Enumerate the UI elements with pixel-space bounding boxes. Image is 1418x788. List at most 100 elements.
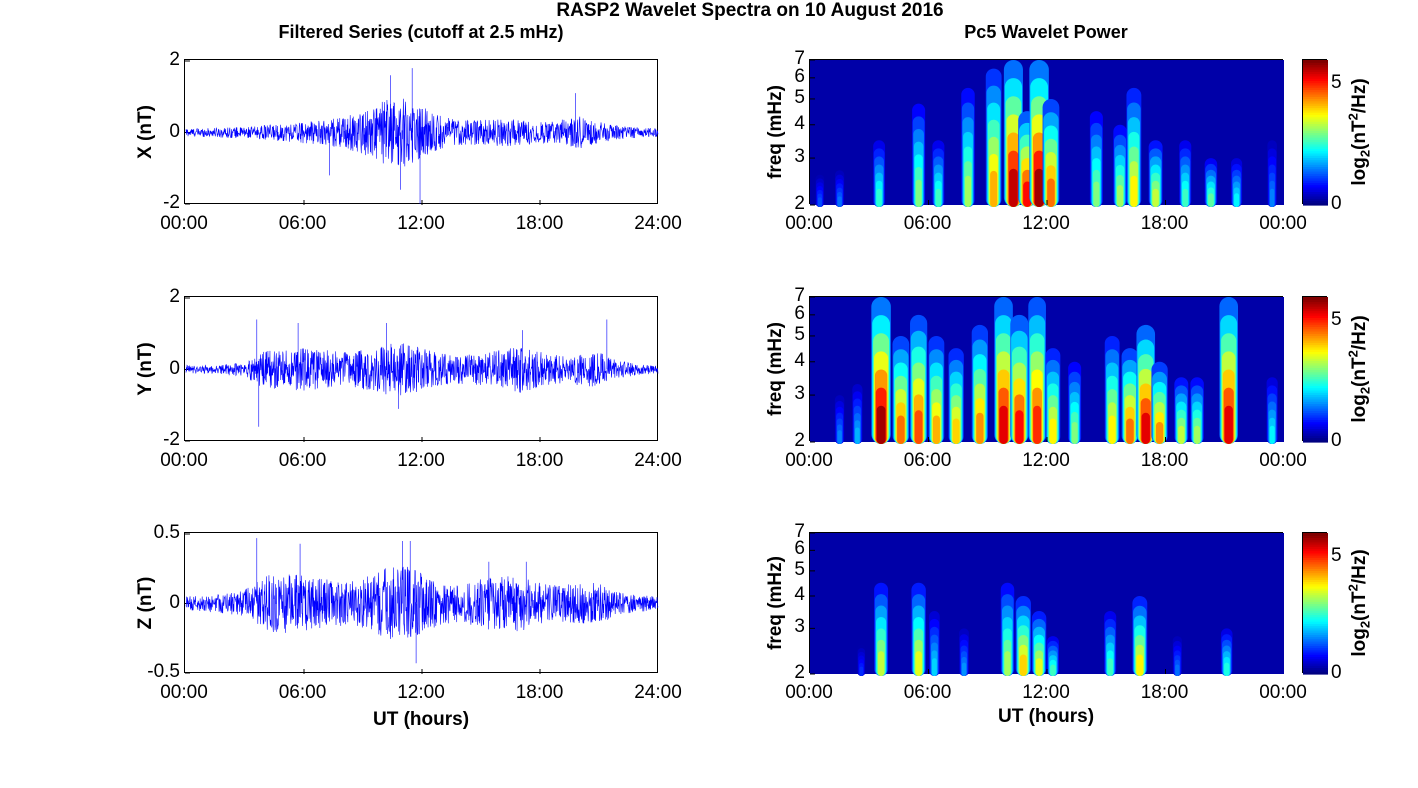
- wavelet-burst: [1045, 348, 1061, 444]
- colorbar-tick-y-0: 0: [1331, 430, 1342, 451]
- freq-tick-z-4: 6: [794, 538, 805, 560]
- right-column-title: Pc5 Wavelet Power: [964, 22, 1128, 42]
- wavelet-burst: [834, 395, 845, 444]
- left-y-xtick-0: 00:00: [160, 450, 208, 471]
- left-x-xtick-2: 12:00: [397, 213, 445, 234]
- wavelet-burst: [1015, 595, 1031, 676]
- series-line-z: [185, 538, 659, 664]
- wavelet-burst: [1010, 314, 1029, 444]
- wavelet-burst: [1136, 324, 1156, 444]
- wavelet-burst: [912, 103, 926, 207]
- right-x-xtick-0: 00:00: [785, 213, 833, 234]
- colorbar-x: [1302, 59, 1328, 206]
- freq-tick-z-2: 4: [794, 583, 805, 605]
- right-x-xtick-2: 12:00: [1022, 213, 1070, 234]
- wavelet-burst: [1104, 335, 1120, 444]
- right-x-xtick-3: 18:00: [1140, 213, 1189, 234]
- wavelet-burst: [857, 644, 866, 676]
- colorbar-label-x: log2(nT2/Hz): [1345, 77, 1373, 186]
- freq-tick-x-4: 6: [794, 65, 805, 87]
- wavelet-heatmap-z: [810, 532, 1284, 676]
- left-x-xtick-3: 18:00: [515, 213, 564, 234]
- colorbar-label-z: log2(nT2/Hz): [1345, 548, 1373, 657]
- left-y-xtick-4: 24:00: [634, 450, 682, 471]
- ytick-label-z-0: 0.5: [153, 522, 180, 543]
- ytick-label-z-2: -0.5: [147, 661, 180, 682]
- freq-label-x: freq (mHz): [765, 84, 786, 179]
- wavelet-burst: [1204, 158, 1218, 207]
- wavelet-burst: [1231, 158, 1243, 207]
- freq-tick-y-4: 6: [794, 302, 805, 324]
- ytick-label-x-2: -2: [163, 192, 180, 213]
- freq-tick-y-3: 5: [794, 323, 805, 345]
- wavelet-burst: [1266, 377, 1278, 444]
- wavelet-heatmap-x: [810, 59, 1284, 207]
- wavelet-burst: [1000, 582, 1015, 676]
- right-z-xtick-1: 06:00: [903, 682, 952, 703]
- timeseries-panel-z: [184, 532, 659, 674]
- wavelet-burst: [1104, 611, 1117, 676]
- wavelet-burst: [911, 582, 926, 676]
- wavelet-burst: [1126, 87, 1142, 207]
- ytick-label-y-0: 2: [169, 286, 180, 307]
- colorbar-tick-z-1: 5: [1331, 544, 1342, 566]
- ylabel-z: Z (nT): [135, 576, 156, 629]
- ylabel-y: Y (nT): [135, 341, 156, 396]
- wavelet-burst: [892, 335, 910, 444]
- left-z-xtick-2: 12:00: [397, 682, 445, 703]
- ytick-label-y-1: 0: [169, 357, 180, 379]
- wavelet-burst: [985, 68, 1002, 207]
- freq-tick-y-5: 7: [794, 285, 805, 306]
- wavelet-burst: [932, 140, 945, 207]
- right-x-xtick-1: 06:00: [903, 213, 952, 234]
- freq-tick-x-0: 2: [794, 193, 805, 214]
- wavelet-panel-x: [809, 59, 1284, 207]
- right-z-xtick-0: 00:00: [785, 682, 833, 703]
- wavelet-burst: [1028, 297, 1046, 444]
- figure-title: RASP2 Wavelet Spectra on 10 August 2016: [556, 0, 944, 21]
- wavelet-burst: [1068, 361, 1082, 444]
- timeseries-plot-x: [185, 60, 659, 205]
- wavelet-burst: [1113, 124, 1127, 207]
- series-line-x: [185, 68, 659, 204]
- left-y-xtick-1: 06:00: [278, 450, 327, 471]
- wavelet-burst: [1174, 377, 1189, 444]
- timeseries-plot-z: [185, 533, 659, 674]
- left-y-xtick-2: 12:00: [397, 450, 445, 471]
- right-y-xtick-0: 00:00: [785, 450, 833, 471]
- right-z-xtick-4: 00:00: [1259, 682, 1307, 703]
- wavelet-burst: [871, 297, 891, 444]
- wavelet-burst: [1172, 636, 1182, 676]
- wavelet-burst: [874, 582, 889, 676]
- freq-tick-y-2: 4: [794, 349, 805, 371]
- colorbar-z: [1302, 532, 1328, 675]
- series-line-y: [185, 319, 659, 427]
- wavelet-burst: [1148, 140, 1163, 207]
- timeseries-plot-y: [185, 297, 659, 442]
- freq-tick-z-1: 3: [794, 616, 805, 638]
- ytick-label-z-1: 0: [169, 591, 180, 613]
- left-z-xtick-3: 18:00: [515, 682, 564, 703]
- wavelet-burst: [994, 297, 1013, 444]
- wavelet-burst: [959, 628, 969, 676]
- left-z-xtick-1: 06:00: [278, 682, 327, 703]
- wavelet-burst: [1220, 628, 1233, 676]
- freq-label-y: freq (mHz): [765, 321, 786, 416]
- wavelet-burst: [815, 174, 825, 207]
- wavelet-burst: [1042, 98, 1060, 207]
- wavelet-burst: [1267, 140, 1277, 207]
- timeseries-panel-x: [184, 59, 659, 205]
- freq-tick-z-5: 7: [794, 521, 805, 542]
- left-x-xtick-4: 24:00: [634, 213, 682, 234]
- freq-label-z: freq (mHz): [765, 555, 786, 650]
- wavelet-burst: [1121, 348, 1139, 444]
- wavelet-burst: [910, 314, 928, 444]
- wavelet-burst: [961, 87, 975, 207]
- wavelet-heatmap-y: [810, 296, 1284, 444]
- freq-tick-x-2: 4: [794, 112, 805, 134]
- freq-tick-z-0: 2: [794, 662, 805, 683]
- colorbar-label-y: log2(nT2/Hz): [1345, 314, 1373, 423]
- wavelet-burst: [873, 140, 886, 207]
- wavelet-burst: [971, 324, 988, 444]
- left-y-xtick-3: 18:00: [515, 450, 564, 471]
